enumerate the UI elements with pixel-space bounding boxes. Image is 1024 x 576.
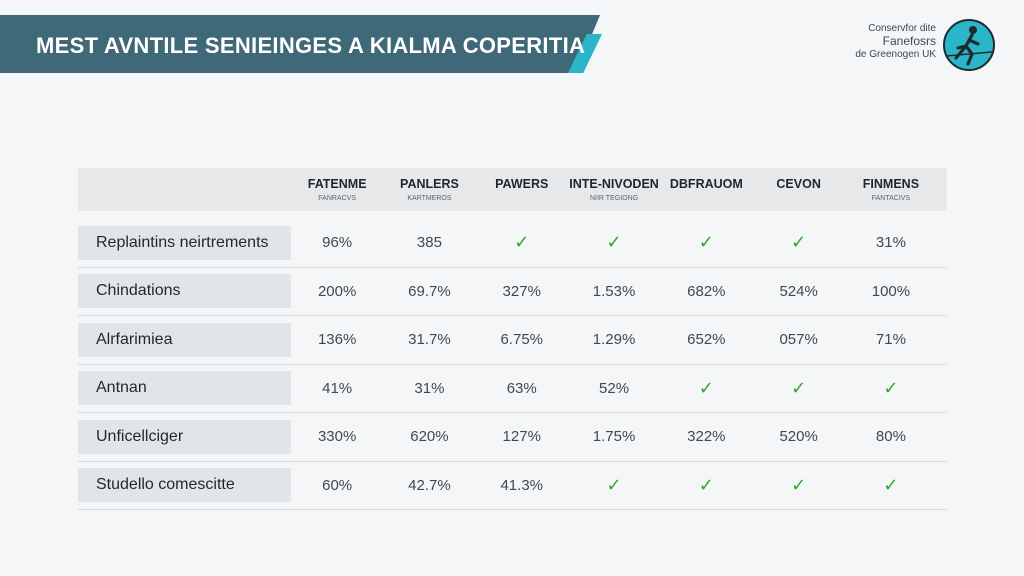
check-icon: ✓ xyxy=(845,475,937,496)
table-row: Studello comescitte 60% 42.7% 41.3% ✓ ✓ ✓ ✓ xyxy=(78,462,947,510)
table-cell: 71% xyxy=(875,331,906,349)
column-header-label: PAWERS xyxy=(495,176,549,191)
row-label: Chindations xyxy=(78,274,291,309)
column-header-sublabel: KARTMEROS xyxy=(407,194,452,202)
checkmark-glyph: ✓ xyxy=(791,377,807,398)
table-cell: 520% xyxy=(779,428,818,446)
checkmark-glyph: ✓ xyxy=(698,474,714,495)
table-cell: 330% xyxy=(317,428,357,446)
table-cell: 200% xyxy=(317,282,357,300)
checkmark-glyph: ✓ xyxy=(883,474,899,495)
table-cell: 1.75% xyxy=(592,428,636,446)
table-cell: 682% xyxy=(687,282,726,300)
table-row: Unficellciger 330% 620% 127% 1.75% 322% 520% 80… xyxy=(78,413,947,462)
checkmark-glyph: ✓ xyxy=(791,232,807,253)
column-header: PAWERS xyxy=(476,177,568,203)
check-icon: ✓ xyxy=(845,378,937,399)
column-header-label: PANLERS xyxy=(400,176,459,191)
column-header-sublabel: NIIR TEGIONG xyxy=(589,194,639,202)
logo-line-1: Conservfor dite xyxy=(868,23,936,34)
column-header-label: CEVON xyxy=(776,176,821,191)
table-cell: 96% xyxy=(322,234,353,252)
runner-logo-icon xyxy=(943,19,995,71)
table-header: FATENME FANRACVS PANLERS KARTMEROS PAWER… xyxy=(78,168,947,211)
table-cell: 42.7% xyxy=(408,476,451,494)
table-row: Antnan 41% 31% 63% 52% ✓ ✓ ✓ xyxy=(78,365,947,413)
table-cell: 69.7% xyxy=(408,282,451,300)
row-label: Antnan xyxy=(78,371,291,406)
check-icon: ✓ xyxy=(568,232,660,253)
check-icon: ✓ xyxy=(752,475,844,496)
table-cell: 127% xyxy=(502,428,541,446)
check-icon: ✓ xyxy=(752,378,844,399)
table-cell: 100% xyxy=(871,282,911,300)
column-header-sublabel: FANRACVS xyxy=(318,194,357,202)
table-row: Alrfarimiea 136% 31.7% 6.75% 1.29% 652% 057% 71… xyxy=(78,316,947,365)
checkmark-glyph: ✓ xyxy=(514,232,530,253)
checkmark-glyph: ✓ xyxy=(698,377,714,398)
column-header-sublabel: FANTACIVS xyxy=(871,194,911,202)
table-row: Chindations 200% 69.7% 327% 1.53% 682% 524% 100… xyxy=(78,268,947,316)
row-label: Alrfarimiea xyxy=(78,322,291,357)
table-cell: 322% xyxy=(687,428,726,446)
table-cell: 1.29% xyxy=(592,331,636,349)
table-cell: 136% xyxy=(317,331,357,349)
checkmark-glyph: ✓ xyxy=(698,232,714,253)
column-header: CEVON xyxy=(752,177,844,203)
checkmark-glyph: ✓ xyxy=(606,474,622,495)
column-header: INTE-NIVODEN NIIR TEGIONG xyxy=(568,177,660,203)
table-cell: 385 xyxy=(416,234,442,252)
header-spacer xyxy=(78,211,947,219)
table-cell: 41.3% xyxy=(500,476,544,494)
check-icon: ✓ xyxy=(476,232,568,253)
table-row: Replaintins neirtrements 96% 385 ✓ ✓ ✓ ✓ 31% xyxy=(78,219,947,268)
column-header-label: DBFRAUOM xyxy=(669,176,743,191)
column-header-label: FATENME xyxy=(307,176,367,191)
comparison-table: FATENME FANRACVS PANLERS KARTMEROS PAWER… xyxy=(78,168,947,510)
check-icon: ✓ xyxy=(660,475,752,496)
table-cell: 652% xyxy=(687,331,726,349)
table-cell: 6.75% xyxy=(500,331,544,349)
check-icon: ✓ xyxy=(660,232,752,253)
table-cell: 057% xyxy=(779,331,818,349)
check-icon: ✓ xyxy=(660,378,752,399)
column-header: FATENME FANRACVS xyxy=(291,177,383,203)
table-cell: 52% xyxy=(599,379,630,397)
checkmark-glyph: ✓ xyxy=(791,474,807,495)
table-body: Replaintins neirtrements 96% 385 ✓ ✓ ✓ ✓ 31% Chi… xyxy=(78,219,947,510)
logo-line-3: de Greenogen UK xyxy=(855,49,936,60)
table-cell: 41% xyxy=(322,379,353,397)
row-label: Unficellciger xyxy=(78,419,291,454)
checkmark-glyph: ✓ xyxy=(883,377,899,398)
table-cell: 63% xyxy=(506,379,537,397)
table-cell: 327% xyxy=(502,282,541,300)
table-cell: 524% xyxy=(779,282,818,300)
table-cell: 620% xyxy=(410,428,449,446)
table-cell: 31% xyxy=(875,234,906,252)
row-label: Studello comescitte xyxy=(78,468,291,503)
logo-line-2: Fanefosrs xyxy=(882,34,936,48)
column-header: FINMENS FANTACIVS xyxy=(845,177,937,203)
table-cell: 60% xyxy=(322,476,353,494)
table-cell: 31% xyxy=(414,379,445,397)
column-header-label: INTE-NIVODEN xyxy=(569,176,659,191)
checkmark-glyph: ✓ xyxy=(606,232,622,253)
column-header: DBFRAUOM xyxy=(660,177,752,203)
column-header: PANLERS KARTMEROS xyxy=(383,177,475,203)
column-header-label: FINMENS xyxy=(862,176,920,191)
title-banner xyxy=(0,15,600,73)
row-label: Replaintins neirtrements xyxy=(78,225,291,260)
table-cell: 31.7% xyxy=(408,331,451,349)
table-cell: 1.53% xyxy=(592,282,636,300)
check-icon: ✓ xyxy=(752,232,844,253)
check-icon: ✓ xyxy=(568,475,660,496)
table-cell: 80% xyxy=(875,428,906,446)
page-title: MEST AVNTILE SENIEINGES A KIALMA COPERIT… xyxy=(36,33,586,58)
logo-text: Conservfor dite Fanefosrs de Greenogen U… xyxy=(855,22,936,61)
